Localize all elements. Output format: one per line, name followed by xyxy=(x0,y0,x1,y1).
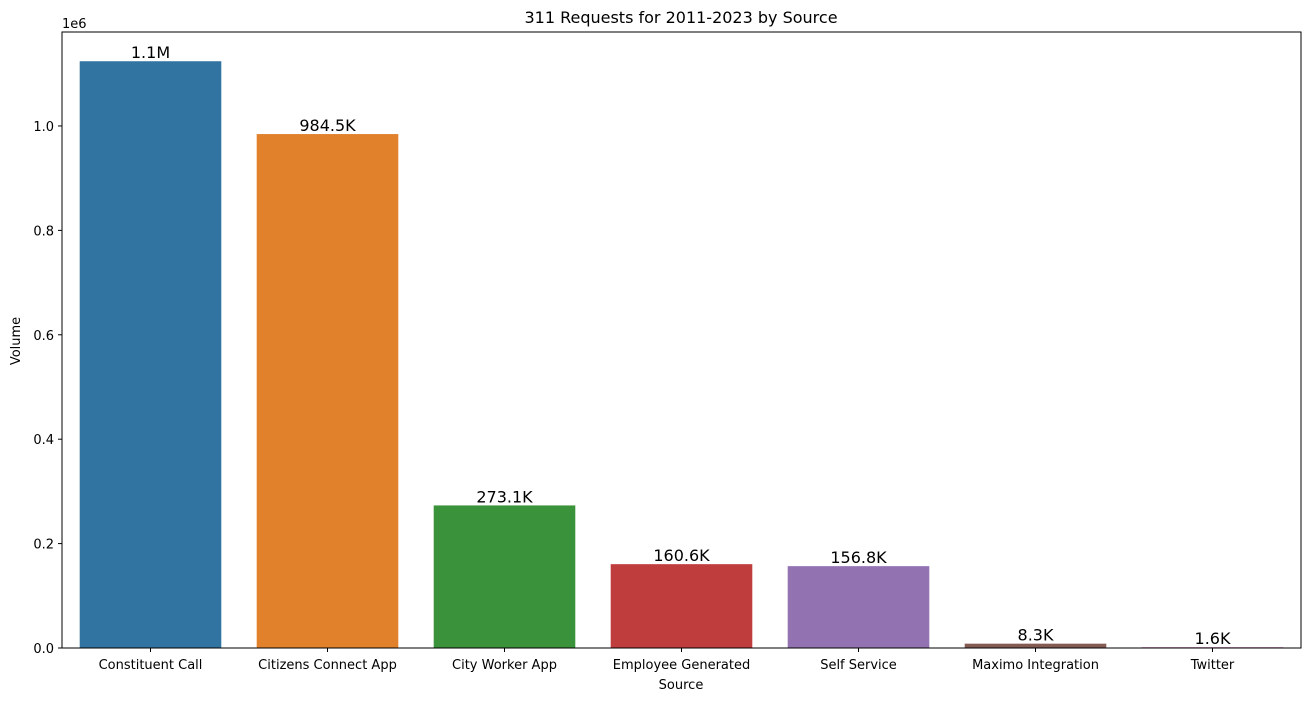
bar xyxy=(787,566,930,648)
plot-frame xyxy=(61,31,1302,649)
bar-value-label: 273.1K xyxy=(476,487,533,506)
bar-value-label: 8.3K xyxy=(1018,626,1054,645)
x-tick-label: Twitter xyxy=(1190,658,1235,673)
bar xyxy=(79,61,222,649)
y-tick-label: 1.0 xyxy=(33,120,54,135)
y-axis-label: Volume xyxy=(9,317,24,365)
chart-title: 311 Requests for 2011-2023 by Source xyxy=(524,8,837,27)
bar xyxy=(433,505,576,648)
x-axis-label: Source xyxy=(659,678,704,693)
bar-value-label: 156.8K xyxy=(830,548,887,567)
x-tick-label: Constituent Call xyxy=(99,658,203,673)
y-ticks: 0.0 0.2 0.4 0.6 0.8 1.0 xyxy=(33,120,62,657)
y-tick-label: 0.4 xyxy=(33,433,54,448)
x-tick-label: Self Service xyxy=(820,658,897,673)
bar xyxy=(964,643,1107,648)
x-tick-label: Employee Generated xyxy=(613,658,750,673)
y-tick-label: 0.0 xyxy=(33,642,54,657)
bar-value-label: 984.5K xyxy=(299,116,356,135)
bar-value-label: 1.1M xyxy=(131,43,170,62)
x-tick-label: Maximo Integration xyxy=(972,658,1099,673)
y-axis-offset-label: 1e6 xyxy=(62,17,87,32)
x-tick-label: City Worker App xyxy=(452,658,557,673)
x-tick-label: Citizens Connect App xyxy=(258,658,397,673)
x-ticks: Constituent Call Citizens Connect App City… xyxy=(99,648,1235,673)
bar-value-label: 1.6K xyxy=(1195,629,1231,648)
y-tick-label: 0.6 xyxy=(33,329,54,344)
bars-layer xyxy=(79,61,1284,649)
bar-value-labels: 1.1M 984.5K 273.1K 160.6K 156.8K 8.3K 1.6K xyxy=(131,43,1231,648)
bar xyxy=(610,564,753,648)
y-tick-label: 0.8 xyxy=(33,224,54,239)
y-tick-label: 0.2 xyxy=(33,538,54,553)
bar-value-label: 160.6K xyxy=(653,546,710,565)
bar xyxy=(256,134,399,649)
